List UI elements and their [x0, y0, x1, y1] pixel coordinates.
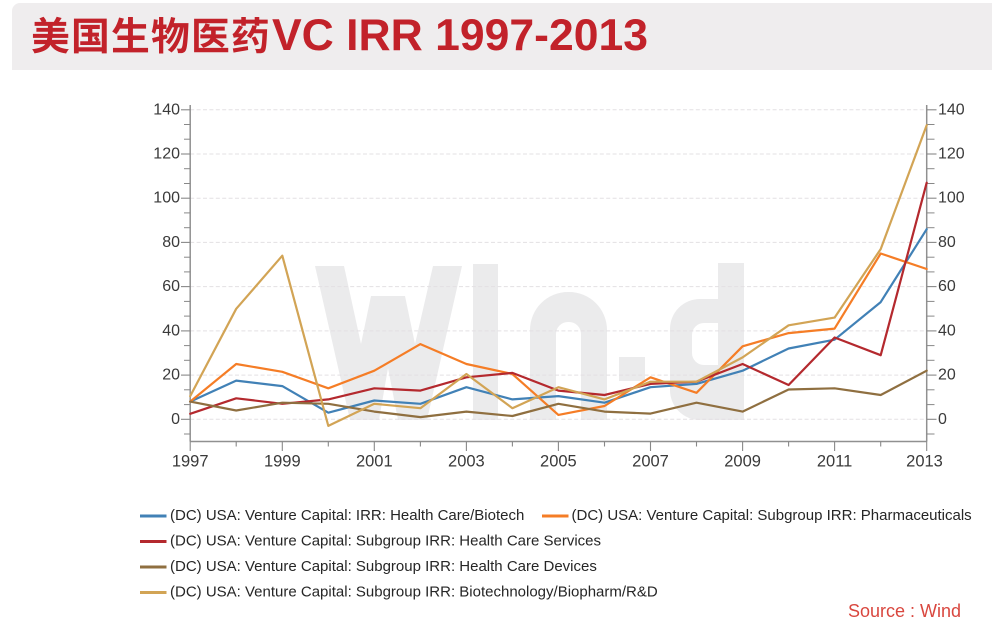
- svg-text:40: 40: [938, 322, 956, 339]
- svg-text:80: 80: [938, 234, 956, 251]
- svg-text:100: 100: [938, 190, 965, 207]
- svg-text:2001: 2001: [356, 453, 393, 471]
- svg-text:20: 20: [938, 367, 956, 384]
- svg-text:40: 40: [162, 322, 180, 339]
- svg-text:2013: 2013: [906, 453, 943, 471]
- svg-text:(DC) USA: Venture Capital: Sub: (DC) USA: Venture Capital: Subgroup IRR:…: [170, 584, 658, 601]
- svg-text:140: 140: [153, 101, 180, 118]
- svg-text:(DC) USA: Venture Capital: IRR: (DC) USA: Venture Capital: IRR: Health C…: [170, 507, 524, 524]
- svg-text:80: 80: [162, 234, 180, 251]
- svg-text:20: 20: [162, 367, 180, 384]
- svg-text:2005: 2005: [540, 453, 577, 471]
- svg-text:60: 60: [162, 278, 180, 295]
- svg-text:(DC) USA: Venture Capital: Sub: (DC) USA: Venture Capital: Subgroup IRR:…: [170, 558, 597, 575]
- svg-text:(DC) USA: Venture Capital: Sub: (DC) USA: Venture Capital: Subgroup IRR:…: [170, 533, 601, 550]
- svg-text:2011: 2011: [817, 453, 852, 471]
- svg-text:1997: 1997: [172, 453, 209, 471]
- svg-text:120: 120: [153, 146, 180, 163]
- svg-text:2003: 2003: [448, 453, 485, 471]
- svg-text:2009: 2009: [724, 453, 761, 471]
- svg-text:2007: 2007: [632, 453, 669, 471]
- svg-text:0: 0: [938, 411, 947, 428]
- svg-text:VC IRR 1997-2013: VC IRR 1997-2013: [272, 11, 648, 60]
- svg-text:60: 60: [938, 278, 956, 295]
- svg-text:140: 140: [938, 101, 965, 118]
- svg-text:0: 0: [171, 411, 180, 428]
- svg-text:(DC) USA: Venture Capital: Sub: (DC) USA: Venture Capital: Subgroup IRR:…: [572, 507, 972, 524]
- svg-text:1999: 1999: [264, 453, 301, 471]
- svg-text:120: 120: [938, 146, 965, 163]
- svg-text:Source : Wind: Source : Wind: [848, 601, 961, 621]
- svg-text:100: 100: [153, 190, 180, 207]
